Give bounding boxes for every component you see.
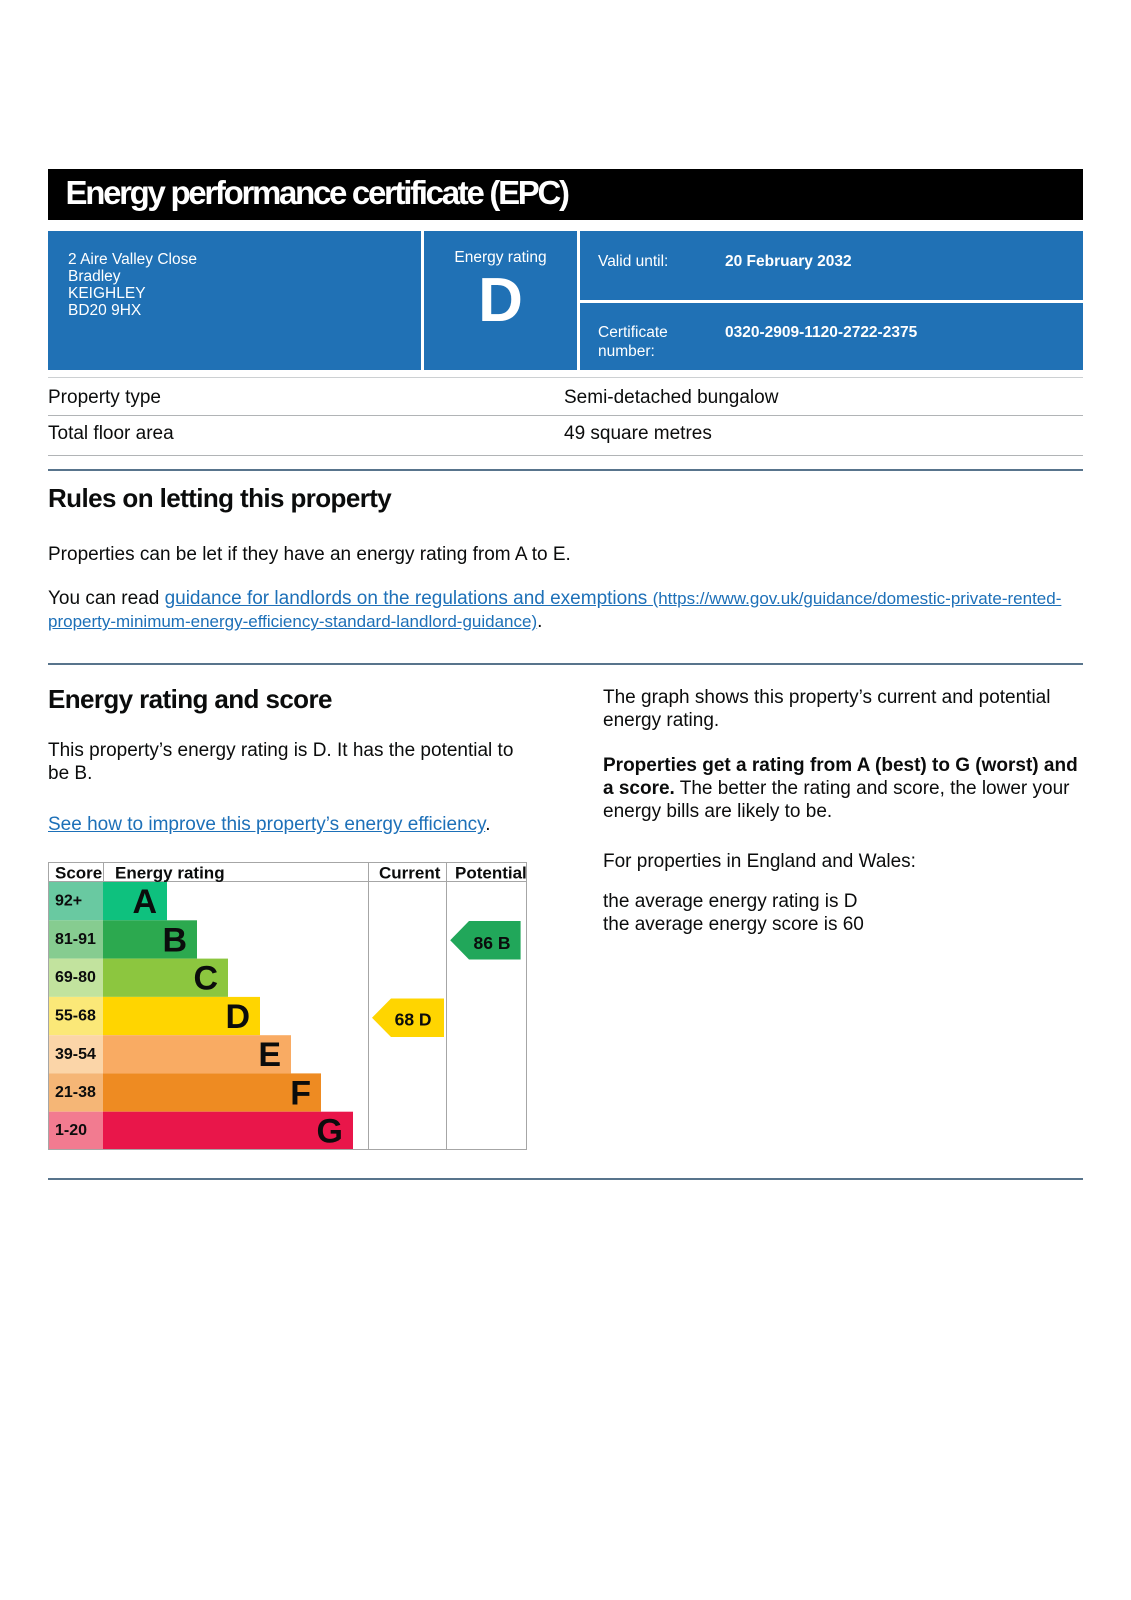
svg-text:92+: 92+ [55, 893, 82, 910]
svg-text:1-20: 1-20 [55, 1122, 87, 1139]
svg-text:G: G [317, 1112, 343, 1150]
svg-text:E: E [258, 1036, 281, 1074]
svg-text:A: A [132, 883, 157, 921]
svg-text:Score: Score [55, 864, 102, 883]
svg-text:86 B: 86 B [474, 933, 511, 953]
svg-text:C: C [193, 960, 218, 998]
svg-text:68 D: 68 D [395, 1010, 432, 1030]
svg-text:81-91: 81-91 [55, 931, 96, 948]
svg-text:Potential: Potential [455, 864, 527, 883]
svg-text:F: F [290, 1075, 311, 1113]
svg-text:Current: Current [379, 864, 441, 883]
svg-text:55-68: 55-68 [55, 1008, 96, 1025]
svg-text:Energy rating: Energy rating [115, 864, 225, 883]
svg-text:69-80: 69-80 [55, 969, 96, 986]
svg-text:B: B [162, 921, 187, 959]
svg-text:D: D [225, 998, 250, 1036]
svg-text:21-38: 21-38 [55, 1084, 96, 1101]
svg-text:39-54: 39-54 [55, 1046, 96, 1063]
